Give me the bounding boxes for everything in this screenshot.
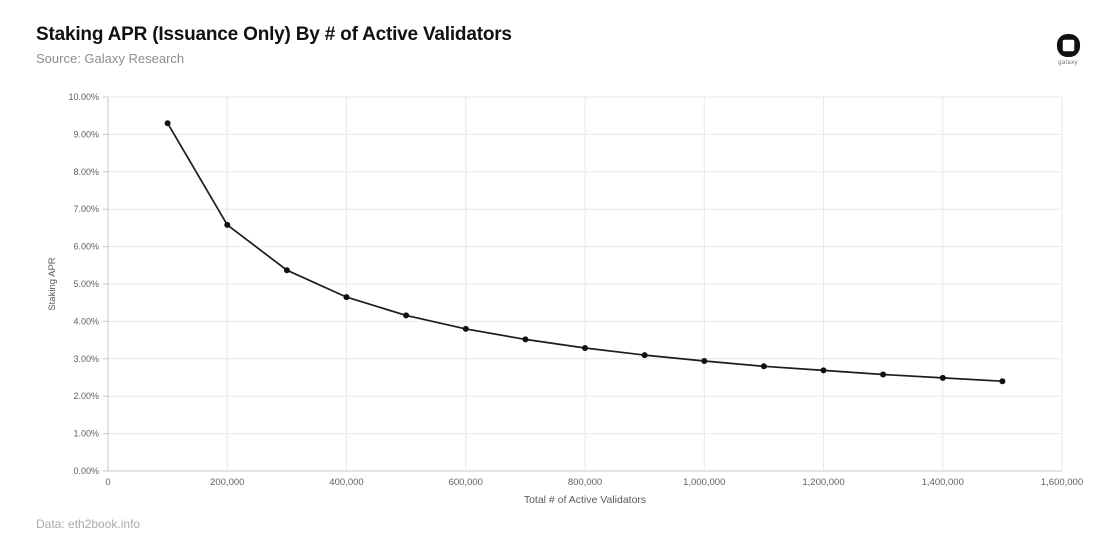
y-tick-label: 0.00% [73,466,99,476]
data-point [641,352,648,359]
x-tick-label: 1,600,000 [1041,477,1083,488]
data-point [880,371,887,378]
y-tick-label: 10.00% [68,92,99,102]
x-tick-label: 1,000,000 [683,477,725,488]
y-tick-label: 5.00% [73,279,99,289]
page-title: Staking APR (Issuance Only) By # of Acti… [36,24,512,45]
data-point [224,221,231,228]
chart-header: Staking APR (Issuance Only) By # of Acti… [36,24,512,66]
data-point [999,378,1006,385]
y-tick-label: 7.00% [73,204,99,214]
x-tick-label: 600,000 [449,477,483,488]
y-tick-label: 4.00% [73,316,99,326]
data-point [701,358,708,364]
x-tick-label: 1,400,000 [922,477,964,488]
y-tick-label: 9.00% [73,129,99,139]
source-subtitle: Source: Galaxy Research [36,51,185,66]
y-tick-label: 3.00% [73,354,99,364]
x-tick-label: 800,000 [568,477,602,488]
x-tick-label: 0 [105,477,110,488]
y-tick-label: 8.00% [73,167,99,177]
data-point [283,267,290,274]
galaxy-logo-label: galaxy [1058,60,1078,66]
data-point [939,374,946,381]
x-axis-title: Total # of Active Validators [524,494,646,506]
galaxy-logo-icon [1045,33,1091,58]
data-point [760,363,767,370]
data-attribution: Data: eth2book.info [36,517,141,531]
data-point [582,345,588,351]
x-tick-label: 1,200,000 [802,477,844,488]
chart-area: 0.00% 1.00% 2.00% 3.00% 4.00% 5.00% 6.00% 7.00%… [0,85,1111,515]
y-tick-label: 6.00% [73,242,99,252]
data-point [820,367,827,374]
apr-line-chart: 0.00% 1.00% 2.00% 3.00% 4.00% 5.00% 6.00% 7.00%… [47,92,1083,506]
y-tick-label: 1.00% [73,429,99,439]
y-axis-title: Staking APR [47,257,58,310]
galaxy-logo: galaxy [1045,33,1091,66]
x-tick-label: 400,000 [329,477,363,488]
data-point [462,325,469,332]
data-point [164,120,171,127]
data-point [343,294,350,301]
data-point [403,312,410,319]
y-tick-label: 2.00% [73,391,99,401]
x-tick-label: 200,000 [210,477,244,488]
data-point [522,336,529,343]
